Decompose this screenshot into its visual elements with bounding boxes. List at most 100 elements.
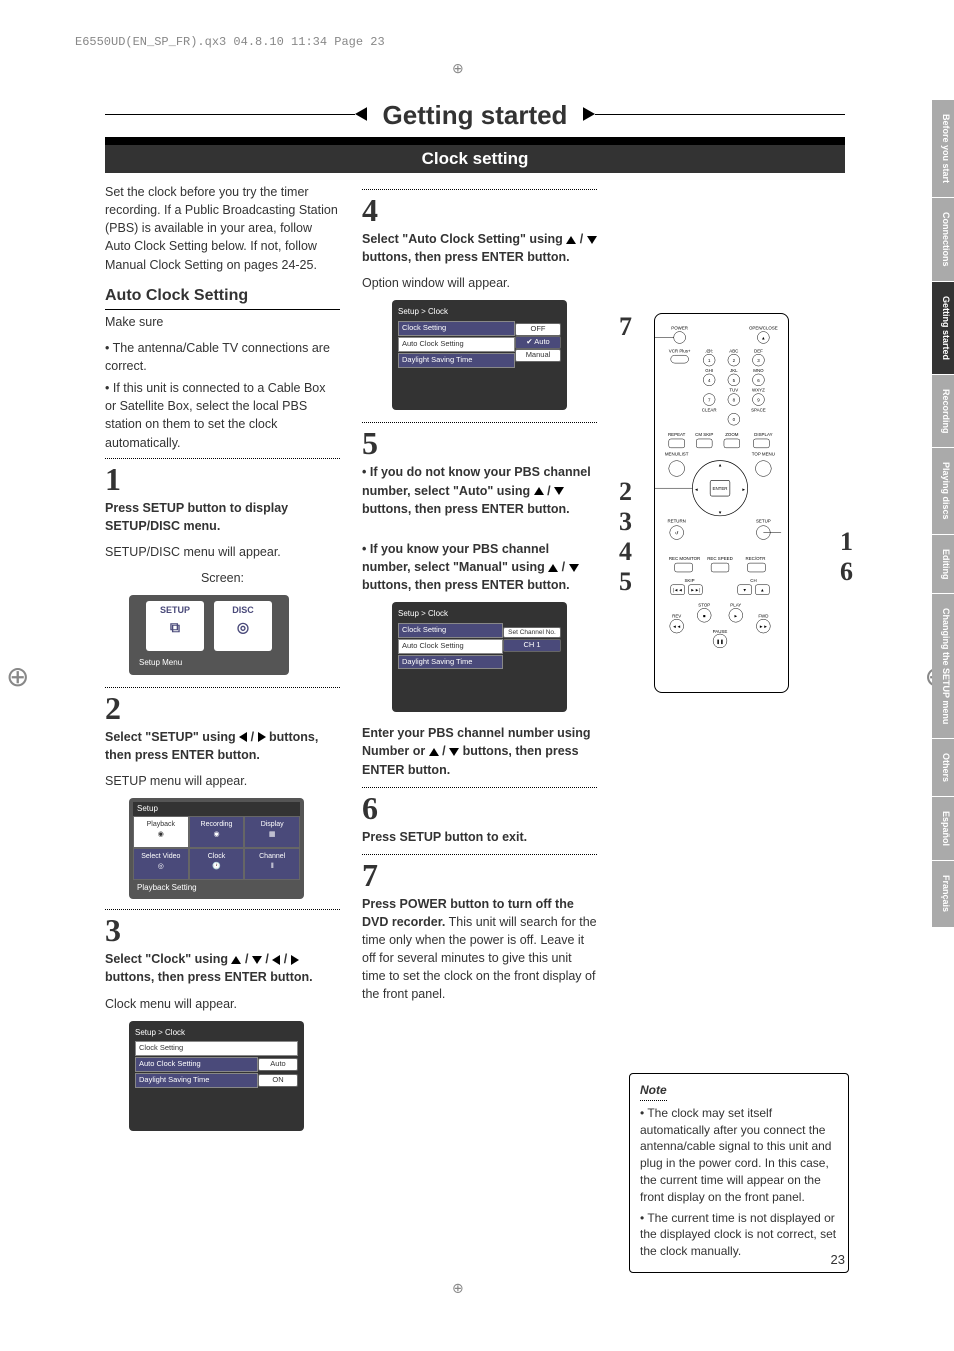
step-number-5: 5 bbox=[362, 427, 597, 459]
divider bbox=[362, 189, 597, 190]
main-title: Getting started bbox=[367, 100, 584, 131]
side-tab: Before you start bbox=[932, 100, 954, 198]
page-content: Getting started Clock setting Set the cl… bbox=[105, 100, 845, 1273]
note-box: Note The clock may set itself automatica… bbox=[629, 1073, 849, 1273]
step-number-1: 1 bbox=[105, 463, 340, 495]
svg-text:CH: CH bbox=[750, 578, 756, 583]
svg-text:5: 5 bbox=[733, 378, 736, 383]
svg-text:►►|: ►►| bbox=[690, 588, 700, 593]
menu-row: Auto Clock Setting bbox=[398, 337, 515, 352]
menu-val: ON bbox=[258, 1074, 298, 1087]
opt: OFF bbox=[515, 323, 561, 336]
menu-row: Daylight Saving Time bbox=[398, 655, 503, 670]
setup-disc-menu: SETUP⧉ DISC◎ Setup Menu bbox=[129, 595, 289, 675]
svg-text:JKL: JKL bbox=[730, 368, 738, 373]
svg-text:◄: ◄ bbox=[694, 487, 698, 492]
grid-header: Setup bbox=[133, 802, 300, 816]
svg-text:REC MONITOR: REC MONITOR bbox=[669, 556, 700, 561]
svg-text:REV: REV bbox=[672, 613, 681, 618]
clock-options-box: Setup > Clock Clock Setting Auto Clock S… bbox=[392, 300, 567, 410]
svg-text:SPACE: SPACE bbox=[751, 407, 766, 412]
clock-menu-box: Setup > Clock Clock Setting Auto Clock S… bbox=[129, 1021, 304, 1131]
menu-row: Auto Clock Setting bbox=[398, 639, 503, 654]
svg-text:PAUSE: PAUSE bbox=[713, 629, 728, 634]
svg-text:▼: ▼ bbox=[718, 510, 722, 515]
menu-row: Daylight Saving Time bbox=[398, 353, 515, 368]
side-tab: Getting started bbox=[932, 282, 954, 375]
svg-text:POWER: POWER bbox=[671, 326, 688, 331]
divider bbox=[105, 909, 340, 910]
svg-text:GHI: GHI bbox=[705, 368, 713, 373]
callout-5: 5 bbox=[619, 563, 632, 601]
menu-caption: Setup Menu bbox=[135, 657, 283, 669]
svg-text:PLAY: PLAY bbox=[730, 602, 741, 607]
step3-body: Clock menu will appear. bbox=[105, 995, 340, 1013]
step5-list: If you do not know your PBS channel numb… bbox=[362, 463, 597, 517]
svg-text:FWD: FWD bbox=[758, 613, 768, 618]
step-number-4: 4 bbox=[362, 194, 597, 226]
svg-text:MNO: MNO bbox=[753, 368, 764, 373]
note-item: The current time is not displayed or the… bbox=[640, 1210, 838, 1260]
menu-tile-disc: DISC◎ bbox=[214, 601, 272, 651]
svg-text:ENTER: ENTER bbox=[713, 486, 728, 491]
svg-text:▲: ▲ bbox=[718, 463, 722, 468]
divider bbox=[105, 458, 340, 459]
svg-text:STOP: STOP bbox=[698, 602, 710, 607]
menu-row: Daylight Saving Time bbox=[135, 1073, 258, 1088]
title-bar: Getting started bbox=[105, 100, 845, 131]
svg-text:OPEN/CLOSE: OPEN/CLOSE bbox=[749, 326, 778, 331]
divider bbox=[362, 854, 597, 855]
svg-text:0: 0 bbox=[733, 417, 736, 422]
setup-menu-grid: Setup Playback◉ Recording◉ Display▦ Sele… bbox=[129, 798, 304, 899]
column-2: 4 Select "Auto Clock Setting" using / bu… bbox=[362, 183, 597, 1273]
svg-text:►: ► bbox=[734, 613, 738, 618]
svg-text:|◄◄: |◄◄ bbox=[673, 588, 683, 593]
menu-tile-setup: SETUP⧉ bbox=[146, 601, 204, 651]
step5-list2: If you know your PBS channel number, sel… bbox=[362, 540, 597, 594]
step4-title: Select "Auto Clock Setting" using / butt… bbox=[362, 230, 597, 266]
set-channel-box: Setup > Clock Clock Setting Auto Clock S… bbox=[392, 602, 567, 712]
svg-text:■: ■ bbox=[703, 613, 706, 618]
list-item: If you do not know your PBS channel numb… bbox=[362, 463, 597, 517]
section-heading-auto: Auto Clock Setting bbox=[105, 284, 340, 310]
step3-title: Select "Clock" using / / / buttons, then… bbox=[105, 950, 340, 986]
svg-text:7: 7 bbox=[708, 398, 711, 403]
svg-text:ABC: ABC bbox=[729, 348, 739, 353]
svg-text:TUV: TUV bbox=[729, 388, 738, 393]
step-number-2: 2 bbox=[105, 692, 340, 724]
right-arrow-icon bbox=[258, 732, 266, 742]
step-number-6: 6 bbox=[362, 792, 597, 824]
svg-text:2: 2 bbox=[733, 358, 736, 363]
svg-text:MENU/LIST: MENU/LIST bbox=[665, 452, 689, 457]
breadcrumb: Setup > Clock bbox=[135, 1027, 298, 1039]
left-arrow-icon bbox=[239, 732, 247, 742]
grid-cell: Recording◉ bbox=[189, 816, 245, 848]
svg-text:DISPLAY: DISPLAY bbox=[754, 432, 772, 437]
svg-text:6: 6 bbox=[757, 378, 760, 383]
side-tab: Changing the SETUP menu bbox=[932, 594, 954, 739]
svg-text:►: ► bbox=[741, 487, 745, 492]
grid-caption: Playback Setting bbox=[133, 880, 300, 896]
menu-row: Clock Setting bbox=[135, 1041, 298, 1056]
menu-row: Clock Setting bbox=[398, 623, 503, 638]
svg-text:RETURN: RETURN bbox=[667, 519, 685, 524]
step2-title: Select "SETUP" using / buttons, then pre… bbox=[105, 728, 340, 764]
callout-7: 7 bbox=[619, 308, 632, 346]
svg-text:TOP MENU: TOP MENU bbox=[752, 452, 775, 457]
popup-label: Set Channel No. bbox=[503, 627, 561, 638]
list-item: If you know your PBS channel number, sel… bbox=[362, 540, 597, 594]
list-item: If this unit is connected to a Cable Box… bbox=[105, 379, 340, 452]
step5-tail: Enter your PBS channel number using Numb… bbox=[362, 724, 597, 778]
column-3: 7 2 3 4 5 1 6 POWER OPEN/CLOSE▲ VCR Plus… bbox=[619, 183, 849, 1273]
crop-mark-top: ⊕ bbox=[452, 60, 464, 77]
side-tab: Français bbox=[932, 861, 954, 927]
divider bbox=[362, 422, 597, 423]
svg-text:9: 9 bbox=[757, 398, 760, 403]
svg-text:◄◄: ◄◄ bbox=[672, 624, 681, 629]
grid-cell: Select Video◎ bbox=[133, 848, 189, 880]
side-tab: Playing discs bbox=[932, 448, 954, 535]
opt-selected: ✔ Auto bbox=[515, 336, 561, 349]
svg-text:▲: ▲ bbox=[761, 335, 765, 340]
side-tab: Español bbox=[932, 797, 954, 861]
side-tab: Editing bbox=[932, 535, 954, 595]
